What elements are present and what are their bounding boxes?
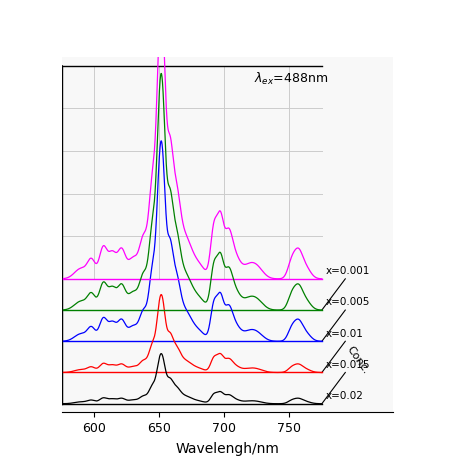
Text: Conc.: Conc. [345, 344, 372, 376]
Text: x=0.02: x=0.02 [326, 391, 364, 401]
Text: $\lambda_{ex}$=488nm: $\lambda_{ex}$=488nm [254, 71, 328, 87]
Text: x=0.001: x=0.001 [326, 266, 370, 276]
Text: x=0.005: x=0.005 [326, 298, 370, 308]
Text: x=0.01: x=0.01 [326, 328, 364, 339]
Text: x=0.015: x=0.015 [326, 360, 370, 370]
X-axis label: Wavelengh/nm: Wavelengh/nm [175, 442, 280, 456]
